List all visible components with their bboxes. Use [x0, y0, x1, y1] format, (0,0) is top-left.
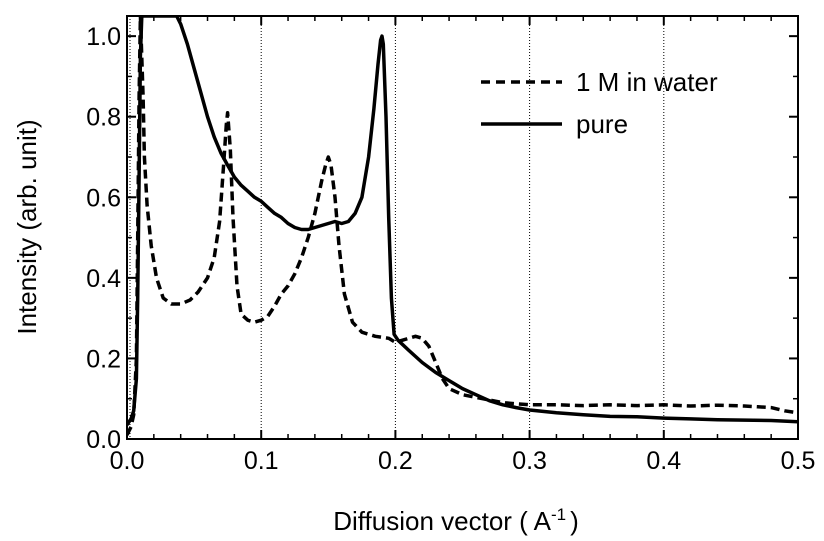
- x-axis-title-superscript: -1: [551, 505, 566, 524]
- x-tick-label-0-3: 0.3: [512, 447, 547, 475]
- y-tick-label-1-0: 1.0: [86, 23, 121, 51]
- legend-label-pure: pure: [576, 109, 628, 139]
- y-tick-label-0-6: 0.6: [86, 184, 121, 212]
- x-tick-label-0-1: 0.1: [244, 447, 279, 475]
- y-tick-label-0-8: 0.8: [86, 104, 121, 132]
- legend-label-1m-in-water: 1 M in water: [576, 67, 718, 97]
- y-axis-title: Intensity (arb. unit): [12, 119, 42, 334]
- legend: 1 M in water pure: [481, 67, 718, 139]
- x-tick-label-0-5: 0.5: [781, 447, 816, 475]
- axis-tick-labels: 0.0 0.1 0.2 0.3 0.4 0.5 0.0 0.2 0.4 0.6 0.8 1.0: [86, 23, 815, 475]
- y-tick-label-0-4: 0.4: [86, 265, 121, 293]
- x-axis-title-main: Diffusion vector ( A: [333, 506, 551, 536]
- x-tick-label-0-2: 0.2: [378, 447, 413, 475]
- series-line-1-m-in-water: [127, 16, 798, 436]
- x-tick-label-0-4: 0.4: [646, 447, 681, 475]
- series-lines: [127, 16, 798, 436]
- x-axis-title: Diffusion vector ( A-1): [333, 505, 579, 536]
- y-tick-label-0-2: 0.2: [86, 345, 121, 373]
- axis-ticks: [126, 16, 799, 440]
- x-axis-title-close: ): [570, 506, 579, 536]
- series-line-pure: [127, 16, 798, 426]
- y-tick-label-0-0: 0.0: [86, 426, 121, 454]
- plot-frame: [126, 15, 799, 440]
- x-tick-label-0-0: 0.0: [110, 447, 145, 475]
